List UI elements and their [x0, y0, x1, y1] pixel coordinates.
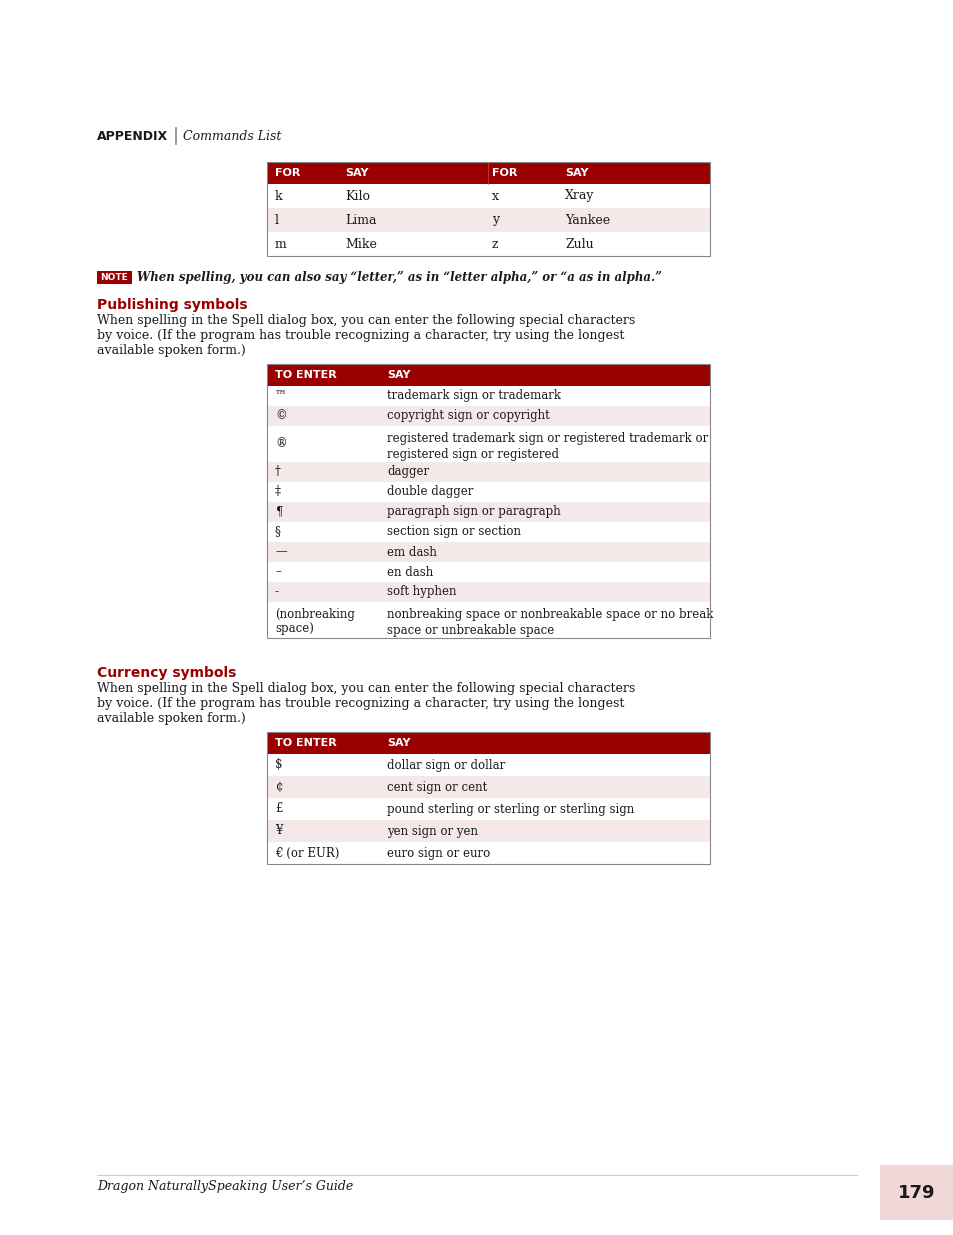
- Bar: [267, 732, 709, 755]
- Text: en dash: en dash: [387, 566, 433, 578]
- Text: x: x: [492, 189, 498, 203]
- Bar: [267, 755, 709, 776]
- Text: FOR: FOR: [492, 168, 517, 178]
- Text: y: y: [492, 214, 498, 226]
- Text: Yankee: Yankee: [564, 214, 610, 226]
- Bar: [267, 364, 709, 638]
- Text: registered trademark sign or registered trademark or: registered trademark sign or registered …: [387, 432, 707, 445]
- Bar: [267, 162, 709, 184]
- Text: —: —: [274, 546, 287, 558]
- Text: ¶: ¶: [274, 505, 282, 519]
- Text: 179: 179: [898, 1183, 935, 1202]
- Bar: [267, 501, 709, 522]
- Text: space or unbreakable space: space or unbreakable space: [387, 624, 554, 637]
- Text: ‡: ‡: [274, 485, 281, 499]
- Text: Zulu: Zulu: [564, 237, 593, 251]
- Text: dagger: dagger: [387, 466, 429, 478]
- Text: NOTE: NOTE: [100, 273, 128, 282]
- Text: §: §: [274, 526, 280, 538]
- Text: Publishing symbols: Publishing symbols: [97, 298, 248, 312]
- Bar: [267, 462, 709, 482]
- Text: SAY: SAY: [345, 168, 368, 178]
- Text: ¥: ¥: [274, 825, 282, 837]
- Text: cent sign or cent: cent sign or cent: [387, 781, 487, 794]
- Bar: [267, 820, 709, 842]
- Bar: [267, 522, 709, 542]
- Text: k: k: [274, 189, 282, 203]
- Text: em dash: em dash: [387, 546, 436, 558]
- Bar: [267, 562, 709, 582]
- Bar: [267, 232, 709, 256]
- Bar: [267, 207, 709, 232]
- Text: (nonbreaking: (nonbreaking: [274, 608, 355, 621]
- Text: ¢: ¢: [274, 781, 282, 794]
- Text: Commands List: Commands List: [183, 130, 281, 143]
- Bar: [267, 162, 709, 256]
- Text: ®: ®: [274, 437, 287, 451]
- Text: double dagger: double dagger: [387, 485, 473, 499]
- Bar: [879, 1165, 953, 1220]
- Bar: [267, 776, 709, 798]
- Text: Dragon NaturallySpeaking User’s Guide: Dragon NaturallySpeaking User’s Guide: [97, 1179, 353, 1193]
- Bar: [267, 406, 709, 426]
- Text: Kilo: Kilo: [345, 189, 370, 203]
- Bar: [267, 482, 709, 501]
- Text: l: l: [274, 214, 278, 226]
- Text: Mike: Mike: [345, 237, 376, 251]
- Bar: [267, 542, 709, 562]
- Text: £: £: [274, 803, 282, 815]
- Text: dollar sign or dollar: dollar sign or dollar: [387, 758, 505, 772]
- Text: $: $: [274, 758, 282, 772]
- Text: Lima: Lima: [345, 214, 376, 226]
- Text: nonbreaking space or nonbreakable space or no break: nonbreaking space or nonbreakable space …: [387, 608, 713, 621]
- Text: paragraph sign or paragraph: paragraph sign or paragraph: [387, 505, 560, 519]
- Text: ©: ©: [274, 410, 287, 422]
- Bar: [267, 184, 709, 207]
- Bar: [267, 732, 709, 864]
- Bar: [267, 601, 709, 638]
- Text: SAY: SAY: [387, 370, 410, 380]
- Bar: [267, 842, 709, 864]
- Text: APPENDIX: APPENDIX: [97, 130, 168, 143]
- Text: m: m: [274, 237, 287, 251]
- Text: ™: ™: [274, 389, 287, 403]
- Text: space): space): [274, 622, 314, 635]
- Text: pound sterling or sterling or sterling sign: pound sterling or sterling or sterling s…: [387, 803, 634, 815]
- Text: TO ENTER: TO ENTER: [274, 739, 336, 748]
- Text: trademark sign or trademark: trademark sign or trademark: [387, 389, 560, 403]
- Bar: [267, 582, 709, 601]
- Text: †: †: [274, 466, 280, 478]
- Text: copyright sign or copyright: copyright sign or copyright: [387, 410, 549, 422]
- Bar: [267, 426, 709, 462]
- Bar: [267, 387, 709, 406]
- Bar: [267, 364, 709, 387]
- Text: When spelling in the Spell dialog box, you can enter the following special chara: When spelling in the Spell dialog box, y…: [97, 314, 635, 357]
- Text: registered sign or registered: registered sign or registered: [387, 447, 558, 461]
- Text: yen sign or yen: yen sign or yen: [387, 825, 477, 837]
- Text: –: –: [274, 566, 280, 578]
- Text: Currency symbols: Currency symbols: [97, 666, 236, 680]
- Text: SAY: SAY: [564, 168, 588, 178]
- Text: € (or EUR): € (or EUR): [274, 846, 339, 860]
- Text: FOR: FOR: [274, 168, 300, 178]
- Text: soft hyphen: soft hyphen: [387, 585, 456, 599]
- Text: When spelling in the Spell dialog box, you can enter the following special chara: When spelling in the Spell dialog box, y…: [97, 682, 635, 725]
- Text: z: z: [492, 237, 498, 251]
- Text: Xray: Xray: [564, 189, 594, 203]
- Text: SAY: SAY: [387, 739, 410, 748]
- Text: section sign or section: section sign or section: [387, 526, 520, 538]
- Text: euro sign or euro: euro sign or euro: [387, 846, 490, 860]
- Bar: [97, 270, 132, 284]
- Text: TO ENTER: TO ENTER: [274, 370, 336, 380]
- Text: -: -: [274, 585, 278, 599]
- Text: When spelling, you can also say “letter,” as in “letter alpha,” or “a as in alph: When spelling, you can also say “letter,…: [137, 270, 661, 284]
- Bar: [267, 798, 709, 820]
